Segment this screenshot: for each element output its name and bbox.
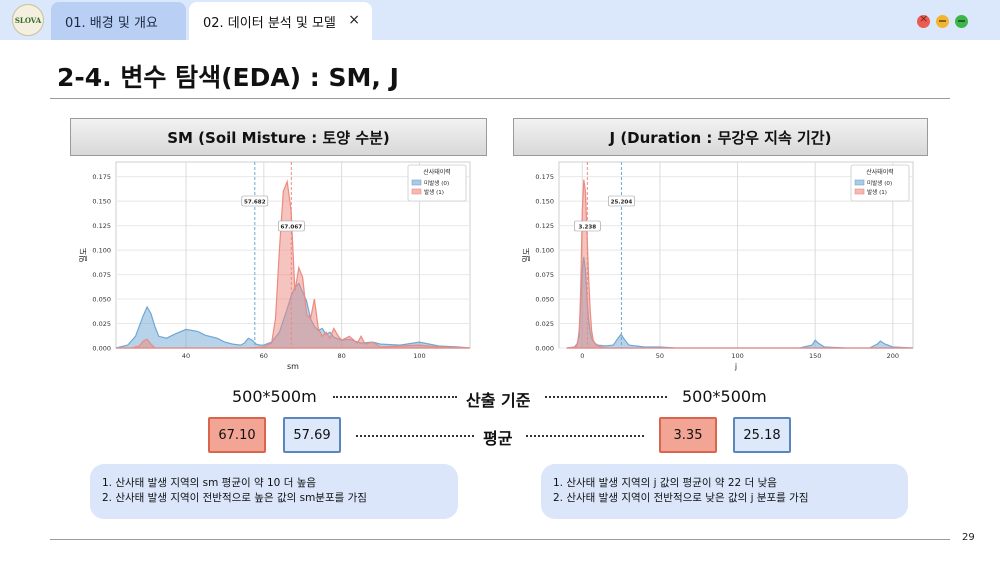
sm-landslide-mean: 67.10 [208,417,266,453]
x-tick-label: 200 [887,352,899,360]
j-no-landslide-mean: 25.18 [733,417,791,453]
note-line: 1. 산사태 발생 지역의 sm 평균이 약 10 더 높음 [102,477,317,489]
dotted-line [545,396,667,398]
app-logo: SLOVA [12,4,44,36]
legend-swatch [854,179,865,186]
tab-label: 01. 배경 및 개요 [65,15,158,31]
y-tick-label: 0.050 [92,296,111,304]
j-landslide-mean: 3.35 [659,417,717,453]
note-line: 2. 산사태 발생 지역이 전반적으로 높은 값의 sm분포를 가짐 [102,492,367,504]
title-divider [50,98,950,99]
legend-swatch [854,188,865,195]
j-density-chart: 0.000 0.025 0.050 0.075 0.100 0.125 0.150 0.175… [522,161,914,371]
dotted-line [333,396,457,398]
note-line: 1. 산사태 발생 지역의 j 값의 평균이 약 22 더 낮음 [553,477,777,489]
legend-entry: 미발생 (0) [424,179,449,187]
legend-box [407,164,467,202]
legend-title: 산사태이력 [866,168,894,176]
x-tick-label: 40 [182,352,190,360]
density-series-1 [566,179,913,349]
minimize-window-button[interactable] [936,15,949,28]
note-line: 2. 산사태 발생 지역이 전반적으로 낮은 값의 j 분포를 가짐 [553,492,809,504]
y-tick-label: 0.075 [535,271,554,279]
legend-entry: 발생 (1) [867,188,887,196]
legend-swatch [411,179,422,186]
resolution-left: 500*500m [232,387,317,406]
footer-divider [50,539,950,540]
page-number: 29 [962,532,975,543]
basis-label: 산출 기준 [466,391,531,410]
x-tick-label: 150 [809,352,821,360]
tab-bar: SLOVA 01. 배경 및 개요 02. 데이터 분석 및 모델 × [0,0,1000,40]
tab-background-overview[interactable]: 01. 배경 및 개요 [51,2,186,40]
y-tick-label: 0.000 [535,345,554,353]
tab-label: 02. 데이터 분석 및 모델 [203,15,336,31]
x-tick-label: 100 [731,352,743,360]
mean-label-box [241,195,269,207]
legend-entry: 미발생 (0) [867,179,892,187]
mean-label: 3.238 [578,224,596,230]
y-axis-label: 밀도 [79,248,88,263]
mean-label: 57.682 [244,199,266,205]
dotted-line [356,435,474,437]
y-axis-label: 밀도 [522,248,531,263]
y-tick-label: 0.175 [92,173,111,181]
y-tick-label: 0.025 [535,320,554,328]
y-tick-label: 0.075 [92,271,111,279]
y-tick-label: 0.100 [92,247,111,255]
y-tick-label: 0.150 [92,198,111,206]
x-tick-label: 60 [260,352,268,360]
y-tick-label: 0.125 [92,222,111,230]
legend-title: 산사태이력 [423,168,451,176]
page-title: 2-4. 변수 탐색(EDA) : SM, J [57,63,399,92]
density-series-1 [116,179,471,349]
mean-label: 67.067 [281,224,303,230]
mean-label: 25.204 [611,199,633,205]
y-tick-label: 0.150 [535,198,554,206]
j-chart-header: J (Duration : 무강우 지속 기간) [513,118,928,156]
logo-text: SLOVA [14,15,42,25]
maximize-window-button[interactable] [955,15,968,28]
mean-label-box [278,220,305,232]
tab-data-analysis-model[interactable]: 02. 데이터 분석 및 모델 × [189,2,372,40]
y-tick-label: 0.000 [92,345,111,353]
close-window-button[interactable] [917,12,930,28]
y-tick-label: 0.025 [92,320,111,328]
x-tick-label: 80 [337,352,345,360]
sm-findings-note: 1. 산사태 발생 지역의 sm 평균이 약 10 더 높음 2. 산사태 발생… [90,464,458,519]
close-tab-icon[interactable]: × [348,12,360,28]
legend-box [850,164,910,202]
mean-label: 평균 [483,429,513,448]
resolution-right: 500*500m [682,387,767,406]
sm-chart-header: SM (Soil Misture : 토양 수분) [70,118,487,156]
x-axis-label: j [734,362,737,371]
y-tick-label: 0.050 [535,296,554,304]
y-tick-label: 0.175 [535,173,554,181]
sm-no-landslide-mean: 57.69 [283,417,341,453]
legend-swatch [411,188,422,195]
y-tick-label: 0.100 [535,247,554,255]
x-tick-label: 50 [656,352,664,360]
dotted-line [526,435,644,437]
mean-label-box [574,220,601,232]
x-axis-label: sm [287,362,299,371]
j-findings-note: 1. 산사태 발생 지역의 j 값의 평균이 약 22 더 낮음 2. 산사태 … [541,464,908,519]
mean-label-box [608,195,635,207]
sm-density-chart: 0.000 0.025 0.050 0.075 0.100 0.125 0.150 0.175… [79,161,471,371]
x-tick-label: 100 [413,352,425,360]
legend-entry: 발생 (1) [424,188,444,196]
y-tick-label: 0.125 [535,222,554,230]
x-tick-label: 0 [580,352,584,360]
